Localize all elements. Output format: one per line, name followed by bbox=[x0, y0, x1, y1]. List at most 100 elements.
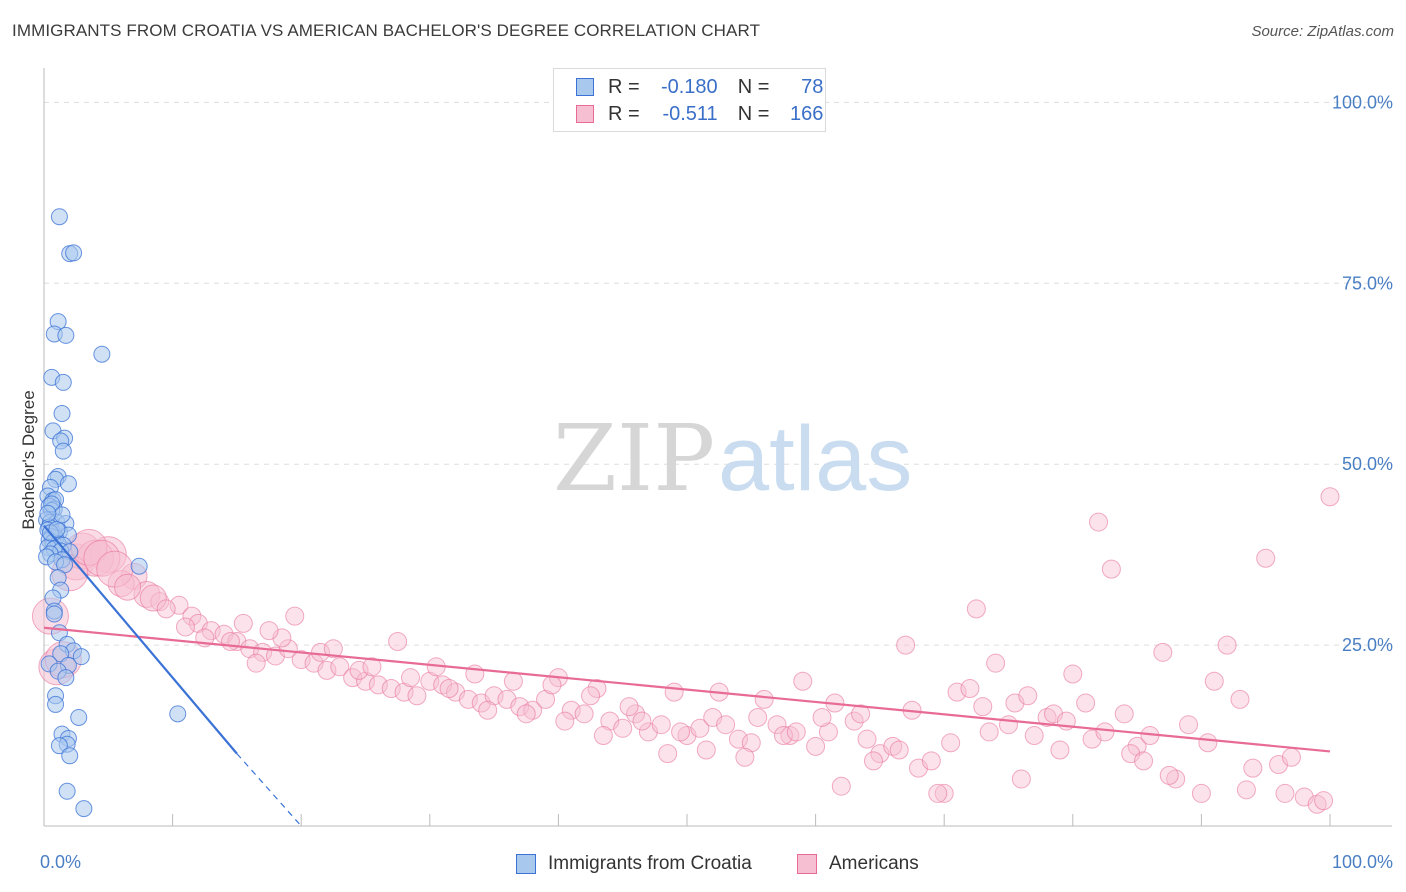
americans-point bbox=[831, 776, 851, 796]
americans-point bbox=[664, 682, 684, 702]
americans-point bbox=[1153, 642, 1173, 662]
americans-point bbox=[523, 700, 543, 720]
americans-point bbox=[317, 660, 337, 680]
americans-point bbox=[1243, 758, 1263, 778]
americans-point bbox=[1236, 780, 1256, 800]
gridlines bbox=[44, 101, 1392, 646]
croatia-point bbox=[54, 373, 72, 391]
americans-point bbox=[812, 707, 832, 727]
bottom-legend-swatch-pink bbox=[797, 854, 817, 874]
americans-point bbox=[960, 679, 980, 699]
americans-point bbox=[947, 682, 967, 702]
legend-swatch-blue bbox=[576, 78, 594, 96]
americans-point bbox=[1063, 664, 1083, 684]
croatia-point bbox=[75, 800, 93, 818]
americans-point bbox=[587, 679, 607, 699]
americans-point bbox=[1204, 671, 1224, 691]
croatia-point bbox=[54, 442, 72, 460]
americans-point bbox=[259, 621, 279, 641]
americans-point bbox=[593, 726, 613, 746]
americans-point bbox=[401, 668, 421, 688]
croatia-point bbox=[53, 405, 71, 423]
legend-r-label: R = bbox=[608, 102, 640, 125]
americans-point bbox=[896, 635, 916, 655]
source-label: Source: ZipAtlas.com bbox=[1251, 23, 1394, 40]
americans-point bbox=[182, 606, 202, 626]
legend-r-value: -0.180 bbox=[660, 75, 718, 98]
americans-point bbox=[966, 599, 986, 619]
x-tick-label: 0.0% bbox=[40, 852, 81, 872]
americans-point bbox=[310, 642, 330, 662]
americans-point bbox=[1256, 548, 1276, 568]
americans-point bbox=[780, 726, 800, 746]
legend-r-label: R = bbox=[608, 75, 640, 98]
americans-point bbox=[156, 599, 176, 619]
trend-lines bbox=[43, 524, 1331, 827]
americans-point bbox=[863, 751, 883, 771]
y-tick-label: 100.0% bbox=[1332, 92, 1393, 112]
americans-point bbox=[1037, 707, 1057, 727]
croatia-point bbox=[47, 695, 65, 713]
americans-point bbox=[420, 671, 440, 691]
americans-point bbox=[175, 617, 195, 637]
americans-point bbox=[323, 639, 343, 659]
americans-point bbox=[1089, 512, 1109, 532]
americans-point bbox=[857, 729, 877, 749]
americans-point bbox=[1018, 686, 1038, 706]
americans-point bbox=[1230, 689, 1250, 709]
correlation-legend: R = -0.180 N = 78 R = -0.511 N = 166 bbox=[553, 68, 826, 132]
legend-n-value: 166 bbox=[790, 102, 824, 125]
americans-point bbox=[767, 715, 787, 735]
croatia-trend-extension bbox=[236, 753, 302, 827]
americans-point bbox=[503, 671, 523, 691]
americans-point bbox=[278, 639, 298, 659]
bottom-legend-swatch-blue bbox=[516, 854, 536, 874]
americans-point bbox=[1095, 722, 1115, 742]
croatia-point bbox=[53, 506, 71, 524]
y-tick-label: 25.0% bbox=[1342, 635, 1393, 655]
bottom-legend-americans: Americans bbox=[797, 852, 919, 876]
bottom-legend-croatia: Immigrants from Croatia bbox=[516, 852, 752, 876]
y-tick-labels: 100.0% 75.0% 50.0% 25.0% bbox=[1332, 92, 1393, 655]
americans-point bbox=[928, 783, 948, 803]
americans-point bbox=[1159, 765, 1179, 785]
watermark-zip: ZIP bbox=[553, 405, 715, 512]
croatia-point bbox=[39, 504, 57, 522]
americans-point bbox=[690, 718, 710, 738]
americans-point bbox=[619, 697, 639, 717]
americans-point bbox=[716, 715, 736, 735]
americans-point bbox=[1024, 726, 1044, 746]
americans-point bbox=[574, 704, 594, 724]
americans-point bbox=[1127, 736, 1147, 756]
americans-point bbox=[934, 783, 954, 803]
americans-point bbox=[1114, 704, 1134, 724]
americans-trend-line bbox=[43, 626, 1331, 753]
americans-point bbox=[818, 722, 838, 742]
americans-point bbox=[1166, 769, 1186, 789]
americans-point bbox=[979, 722, 999, 742]
americans-point bbox=[851, 704, 871, 724]
americans-point bbox=[921, 751, 941, 771]
americans-point bbox=[484, 686, 504, 706]
americans-point bbox=[330, 657, 350, 677]
americans-point bbox=[786, 722, 806, 742]
americans-point bbox=[1134, 751, 1154, 771]
americans-point bbox=[516, 704, 536, 724]
legend-row-croatia: R = -0.180 N = 78 bbox=[576, 75, 823, 99]
americans-point bbox=[114, 573, 142, 601]
americans-point bbox=[439, 679, 459, 699]
axes bbox=[43, 68, 1392, 827]
americans-point bbox=[632, 711, 652, 731]
americans-point bbox=[291, 650, 311, 670]
americans-point bbox=[246, 653, 266, 673]
croatia-point bbox=[45, 605, 63, 623]
americans-point bbox=[220, 631, 240, 651]
americans-point bbox=[999, 715, 1018, 735]
americans-point bbox=[671, 722, 691, 742]
americans-point bbox=[394, 682, 414, 702]
watermark-atlas: atlas bbox=[718, 408, 912, 510]
americans-point bbox=[651, 715, 671, 735]
watermark: ZIP atlas bbox=[553, 405, 912, 512]
americans-point bbox=[368, 675, 388, 695]
americans-point bbox=[735, 747, 755, 767]
